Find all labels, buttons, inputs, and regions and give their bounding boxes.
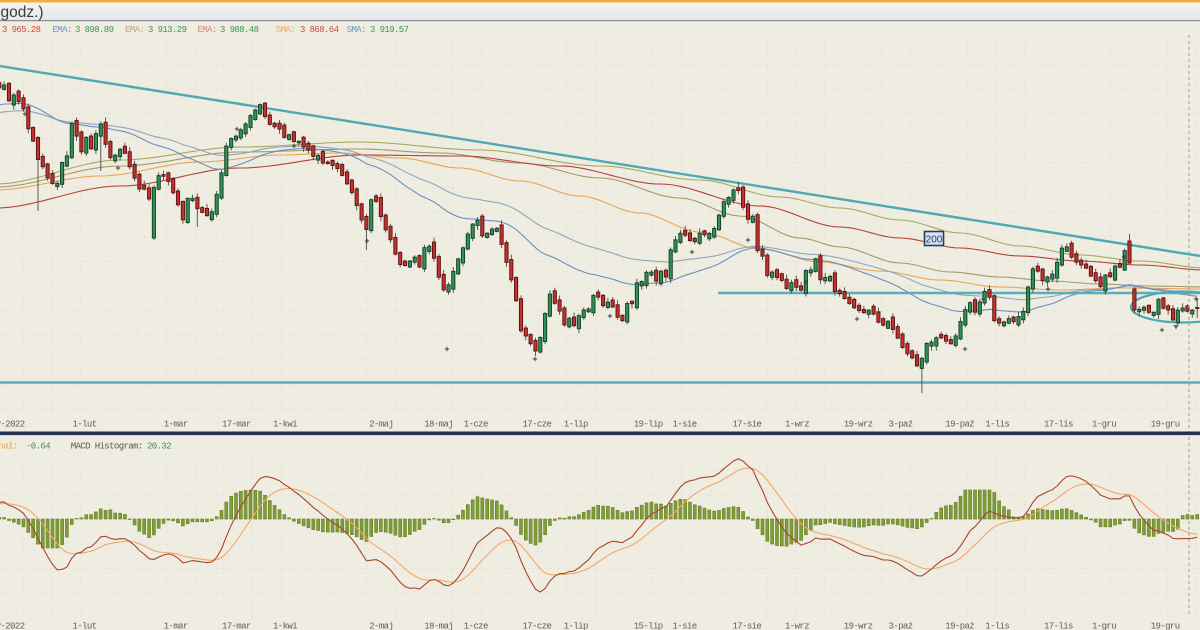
svg-text:3 919.57: 3 919.57 [370, 25, 409, 35]
svg-text:1-sie: 1-sie [673, 420, 697, 430]
svg-text:Sygnał:: Sygnał: [0, 442, 18, 452]
svg-text:19-lip: 19-lip [634, 420, 663, 430]
svg-text:1-cze: 1-cze [464, 622, 488, 630]
svg-text:1-kwi: 1-kwi [273, 622, 297, 630]
svg-text:3 965.28: 3 965.28 [2, 25, 41, 35]
svg-text:EMA:: EMA: [125, 25, 144, 35]
svg-text:17-mar: 17-mar [222, 622, 251, 630]
svg-text:EMA:: EMA: [198, 25, 217, 35]
svg-text:17-cze: 17-cze [523, 622, 552, 630]
svg-text:1-gru: 1-gru [1092, 420, 1116, 430]
svg-text:17-mar: 17-mar [222, 420, 251, 430]
svg-text:3 913.29: 3 913.29 [148, 25, 187, 35]
svg-text:19-gru: 19-gru [1151, 420, 1180, 430]
svg-text:1-cze: 1-cze [464, 420, 488, 430]
svg-text:19-paź: 19-paź [945, 622, 974, 630]
svg-text:1-mar: 1-mar [164, 622, 188, 630]
svg-text:1-lis: 1-lis [985, 622, 1009, 630]
svg-text:3-sty-2022: 3-sty-2022 [0, 420, 25, 430]
svg-text:godz.): godz.) [1, 4, 44, 21]
svg-text:19-wrz: 19-wrz [844, 420, 873, 430]
svg-text:2-maj: 2-maj [369, 622, 393, 630]
svg-text:1-sie: 1-sie [673, 622, 697, 630]
svg-text:18-maj: 18-maj [424, 622, 453, 630]
svg-text:17-cze: 17-cze [523, 420, 552, 430]
svg-text:-0.64: -0.64 [26, 442, 50, 452]
svg-text:18-maj: 18-maj [424, 420, 453, 430]
svg-text:SMA:: SMA: [276, 25, 295, 35]
svg-text:20.32: 20.32 [147, 442, 171, 452]
svg-text:17-sie: 17-sie [733, 420, 762, 430]
svg-text:17-lis: 17-lis [1044, 622, 1073, 630]
svg-text:17-lis: 17-lis [1044, 420, 1073, 430]
svg-text:2-maj: 2-maj [369, 420, 393, 430]
svg-text:1-mar: 1-mar [164, 420, 188, 430]
svg-text:17-sie: 17-sie [733, 622, 762, 630]
svg-text:1-lip: 1-lip [564, 420, 588, 430]
svg-text:1-lis: 1-lis [985, 420, 1009, 430]
svg-text:19-gru: 19-gru [1151, 622, 1180, 630]
svg-text:19-wrz: 19-wrz [844, 622, 873, 630]
svg-text:3-paź: 3-paź [889, 420, 913, 430]
svg-text:1-wrz: 1-wrz [785, 622, 809, 630]
svg-text:1-wrz: 1-wrz [785, 420, 809, 430]
svg-text:1-lut: 1-lut [73, 622, 97, 630]
svg-text:1-gru: 1-gru [1092, 622, 1116, 630]
svg-text:15-lip: 15-lip [634, 622, 663, 630]
svg-text:SMA:: SMA: [347, 25, 366, 35]
svg-text:3 898.89: 3 898.89 [75, 25, 114, 35]
svg-text:3-sty-2022: 3-sty-2022 [0, 622, 25, 630]
svg-text:19-paź: 19-paź [945, 420, 974, 430]
svg-text:3 988.48: 3 988.48 [220, 25, 259, 35]
svg-text:EMA:: EMA: [53, 25, 72, 35]
svg-text:MACD Histogram:: MACD Histogram: [71, 442, 143, 452]
svg-text:3-paź: 3-paź [889, 622, 913, 630]
svg-text:1-lip: 1-lip [564, 622, 588, 630]
svg-text:200: 200 [926, 235, 943, 246]
svg-text:1-lut: 1-lut [73, 420, 97, 430]
svg-text:3 868.64: 3 868.64 [300, 25, 339, 35]
svg-text:1-kwi: 1-kwi [273, 420, 297, 430]
